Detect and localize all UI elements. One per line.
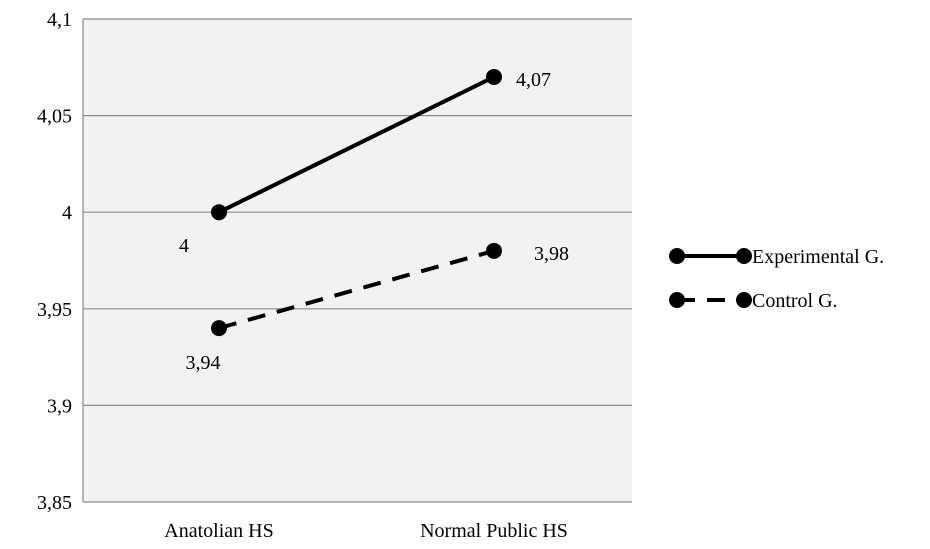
data-label: 3,94 [186, 352, 221, 374]
y-tick-label: 4 [62, 202, 72, 224]
data-point [486, 242, 502, 259]
legend-marker [669, 248, 685, 264]
y-tick-label: 3,9 [47, 395, 72, 417]
data-point [486, 68, 502, 85]
series [211, 68, 502, 337]
plot-area [83, 19, 632, 502]
data-point [211, 320, 227, 337]
legend-label: Experimental G. [752, 246, 884, 268]
x-tick-label: Anatolian HS [164, 520, 273, 542]
legend-marker [669, 292, 685, 308]
series-line [218, 75, 495, 214]
y-tick-label: 3,85 [37, 492, 72, 514]
legend-label: Control G. [752, 290, 838, 312]
gridlines [83, 18, 632, 406]
data-label: 3,98 [534, 243, 569, 265]
data-labels: 4 4,07 3,94 3,98 [179, 69, 569, 374]
y-tick-label: 4,1 [47, 9, 72, 31]
data-label: 4,07 [516, 69, 551, 91]
axes [82, 19, 632, 503]
x-tick-label: Normal Public HS [420, 520, 568, 542]
series-line [218, 248, 495, 331]
y-tick-label: 3,95 [37, 299, 72, 321]
y-tick-label: 4,05 [37, 106, 72, 128]
x-axis-ticks: Anatolian HS Normal Public HS [164, 520, 568, 542]
y-axis-ticks: 3,85 3,9 3,95 4 4,05 4,1 [37, 9, 72, 514]
legend-item: Control G. [669, 290, 838, 312]
legend: Experimental G. Control G. [669, 246, 884, 312]
legend-marker [736, 292, 752, 308]
legend-item: Experimental G. [669, 246, 884, 268]
data-label: 4 [179, 235, 189, 257]
data-point [211, 204, 227, 221]
legend-marker [736, 248, 752, 264]
